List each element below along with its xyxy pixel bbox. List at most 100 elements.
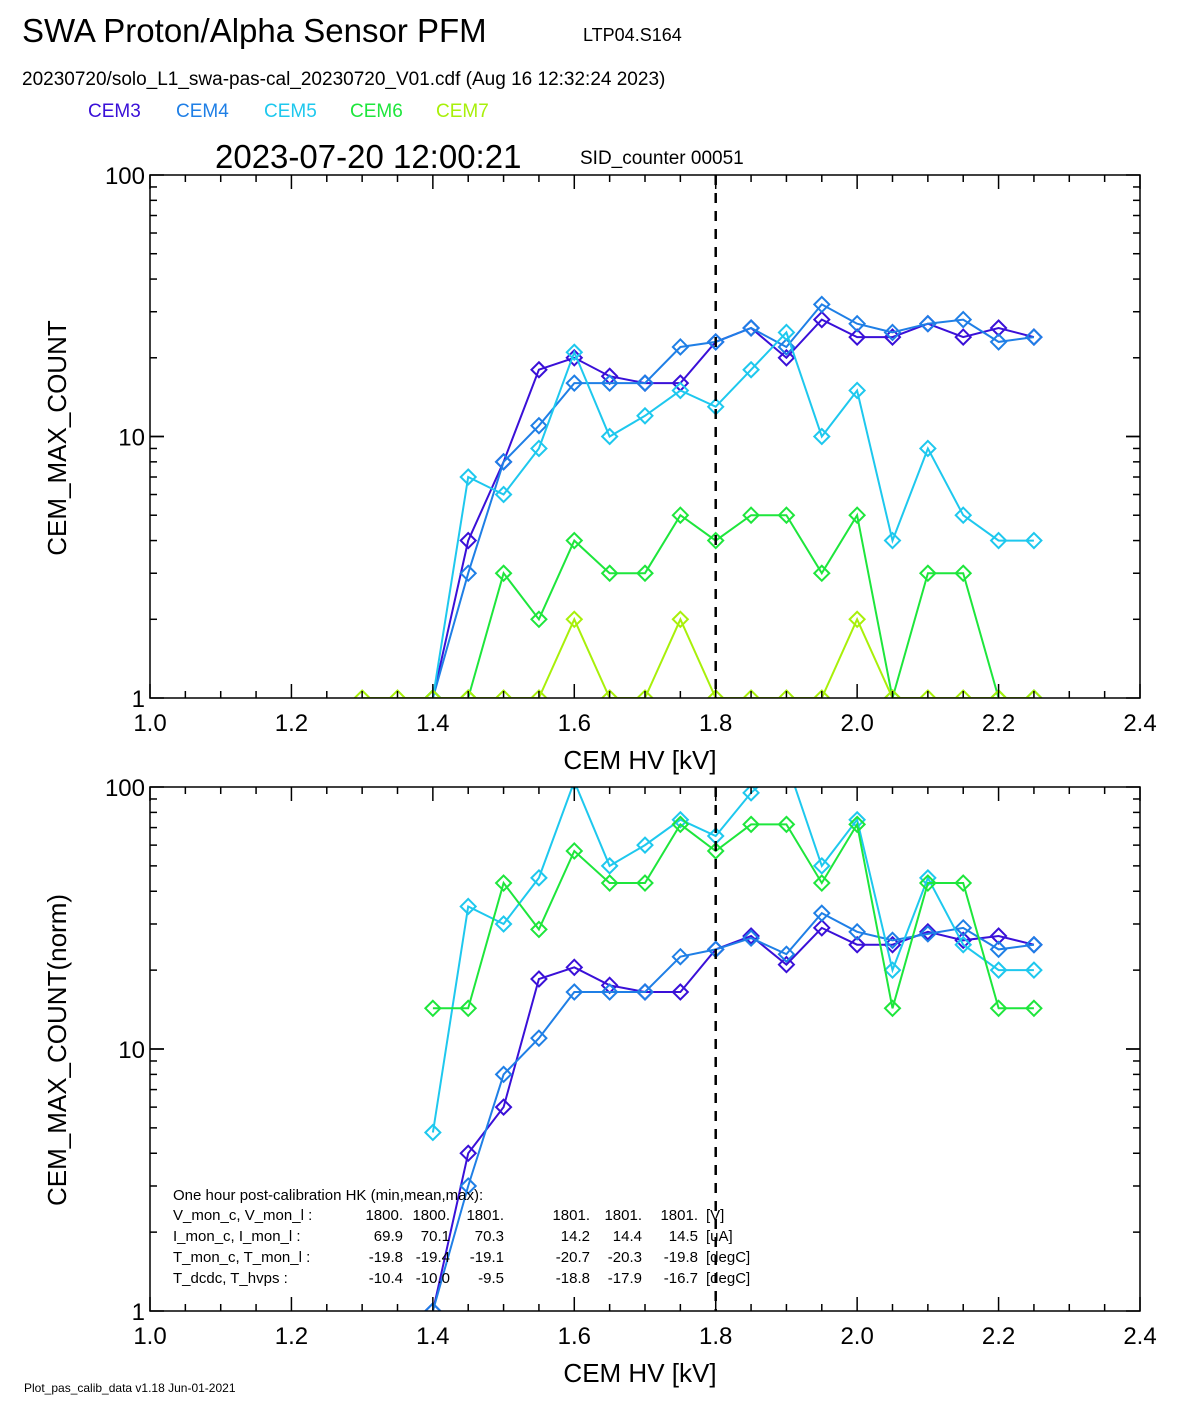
data-point [565, 374, 584, 393]
data-point [954, 874, 973, 892]
data-point [812, 427, 831, 446]
data-point [671, 381, 690, 400]
data-point [671, 983, 690, 1001]
series-cem6 [423, 815, 1043, 1018]
hk-summary: One hour post-calibration HK (min,mean,m… [173, 1187, 750, 1287]
data-point [636, 564, 654, 583]
data-point [636, 689, 654, 698]
series-line [431, 787, 1034, 1133]
data-point [954, 328, 973, 346]
hk-value: -10.4 [369, 1270, 403, 1287]
data-point [671, 815, 690, 834]
hk-value: -19.1 [470, 1249, 504, 1266]
hk-value: -18.8 [556, 1270, 590, 1287]
y-tick-label: 1 [132, 1299, 145, 1326]
hk-value: -17.9 [608, 1270, 642, 1287]
x-tick-label: 1.4 [416, 1323, 449, 1350]
data-point [812, 689, 831, 698]
data-point [1025, 689, 1043, 698]
hk-value: -19.4 [416, 1249, 450, 1266]
data-point [777, 689, 796, 698]
data-point [671, 610, 690, 629]
data-point [1025, 328, 1043, 346]
data-point [600, 374, 619, 393]
y-axis-label: CEM_MAX_COUNT(norm) [42, 894, 72, 1206]
data-point [918, 439, 937, 458]
data-point [989, 999, 1008, 1018]
file-info: 20230720/solo_L1_swa-pas-cal_20230720_V0… [22, 69, 665, 90]
hk-value: -9.5 [478, 1270, 504, 1287]
data-point [600, 856, 619, 875]
data-point [954, 564, 973, 583]
data-point [989, 689, 1008, 698]
data-point [423, 1123, 442, 1142]
hk-value: 14.2 [561, 1228, 590, 1245]
timestamp: 2023-07-20 12:00:21 [215, 138, 521, 175]
hk-value: 70.1 [421, 1228, 450, 1245]
data-point [459, 1144, 478, 1163]
data-point [918, 922, 937, 941]
data-point [494, 452, 513, 471]
y-tick-label: 1 [132, 686, 145, 713]
data-point [353, 689, 372, 698]
hk-value: 1800. [365, 1207, 403, 1224]
data-point [954, 506, 973, 525]
data-point [530, 689, 548, 698]
data-point [777, 348, 796, 367]
data-point [1025, 961, 1043, 980]
data-point [671, 506, 690, 525]
legend-entry-cem6: CEM6 [350, 101, 403, 122]
x-tick-label: 1.6 [558, 710, 591, 737]
data-point [459, 897, 478, 916]
data-point [530, 610, 548, 629]
data-point [459, 531, 478, 550]
data-point [848, 922, 867, 941]
panel-bottom: 1.0 1.2 1.4 1.6 1.8 2.0 2.2 2.4 1 10 100 CEM HV [k… [42, 754, 1157, 1388]
data-point [423, 1302, 442, 1311]
y-tick-label: 10 [118, 425, 145, 452]
x-tick-label: 1.8 [699, 1323, 732, 1350]
data-point [1025, 935, 1043, 954]
data-point [494, 689, 513, 698]
data-point [742, 689, 760, 698]
hk-row-label: V_mon_c, V_mon_l : [173, 1207, 312, 1224]
hk-unit: [degC] [706, 1270, 750, 1287]
data-point [779, 754, 794, 769]
data-point [812, 918, 831, 937]
data-point [706, 689, 725, 698]
data-point [600, 983, 619, 1001]
data-point [848, 815, 867, 834]
x-tick-label: 2.0 [840, 710, 873, 737]
data-point [600, 427, 619, 446]
series-cem5 [423, 754, 1043, 1142]
hk-value: -20.3 [608, 1249, 642, 1266]
x-tick-label: 1.2 [275, 710, 308, 737]
data-point [565, 842, 584, 860]
data-point [706, 332, 725, 351]
series-line [431, 330, 1034, 698]
data-point [812, 310, 831, 329]
data-point [777, 955, 796, 974]
data-point [848, 381, 867, 400]
series-cem3 [423, 310, 1043, 698]
hk-value: 1800. [412, 1207, 450, 1224]
data-point [636, 983, 654, 1001]
series-cem5 [423, 323, 1043, 698]
hk-value: 69.9 [374, 1228, 403, 1245]
data-point [494, 1098, 513, 1117]
data-point [1025, 531, 1043, 550]
x-tick-label: 1.4 [416, 710, 449, 737]
data-point [494, 915, 513, 933]
data-point [494, 564, 513, 583]
data-point [989, 961, 1008, 980]
data-point [954, 918, 973, 937]
data-point [989, 531, 1008, 550]
x-axis-label: CEM HV [kV] [563, 745, 716, 775]
hk-value: 1801. [604, 1207, 642, 1224]
data-point [636, 836, 654, 855]
hk-row-label: T_mon_c, T_mon_l : [173, 1249, 310, 1266]
data-point [423, 999, 442, 1018]
legend-entry-cem5: CEM5 [264, 101, 317, 122]
y-axis-label: CEM_MAX_COUNT [42, 320, 72, 556]
hk-value: -19.8 [369, 1249, 403, 1266]
